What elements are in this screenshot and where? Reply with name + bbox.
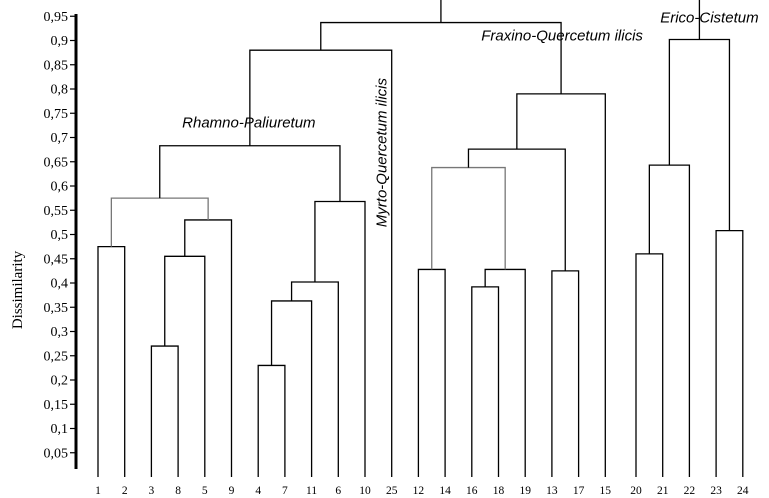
y-tick-label: 0,1 (51, 422, 69, 437)
leaf-label-9: 9 (229, 485, 235, 497)
leaf-label-23: 23 (710, 485, 722, 497)
y-tick-label: 0,55 (44, 204, 69, 219)
annotation-myrto-quercetum-ilicis: Myrto-Quercetum ilicis (374, 78, 391, 228)
leaf-label-19: 19 (519, 485, 531, 497)
leaf-label-10: 10 (359, 485, 371, 497)
y-tick-label: 0,45 (44, 252, 69, 267)
y-tick-label: 0,05 (44, 446, 69, 461)
dendrogram-link-m7 (270, 300, 313, 477)
dendrogram-link-m13 (471, 286, 500, 477)
leaf-label-22: 22 (684, 485, 696, 497)
leaf-label-5: 5 (202, 485, 208, 497)
dendrogram-link-m1 (97, 245, 126, 477)
leaf-label-7: 7 (282, 485, 288, 497)
dendrogram-link-m8 (290, 281, 339, 477)
dendrogram-link-m21 (648, 164, 691, 477)
leaf-label-8: 8 (175, 485, 181, 497)
leaf-label-12: 12 (413, 485, 425, 497)
dendrogram-link-m24 (440, 0, 701, 40)
leaf-label-2: 2 (122, 485, 128, 497)
y-tick-label: 0,95 (44, 10, 69, 25)
annotation-fraxino-quercetum-ilicis: Fraxino-Quercetum ilicis (481, 27, 643, 44)
y-tick-label: 0,2 (51, 374, 69, 389)
leaf-label-11: 11 (306, 485, 317, 497)
leaf-label-1: 1 (95, 485, 101, 497)
leaf-label-14: 14 (439, 485, 451, 497)
y-tick-label: 0,35 (44, 301, 69, 316)
dendrogram-link-m22 (715, 229, 744, 477)
dendrogram-link-m6 (257, 364, 286, 477)
y-tick-label: 0,85 (44, 58, 69, 73)
y-axis: 0,05 0,1 0,15 0,2 0,25 0,3 0,35 0,4 0,45 0,5 0,55 0… (44, 10, 78, 469)
leaf-label-18: 18 (493, 485, 505, 497)
dendrogram-link-m9 (314, 200, 366, 477)
y-tick-label: 0,75 (44, 107, 69, 122)
dendrogram-link-m20 (635, 253, 664, 477)
y-tick-label: 0,25 (44, 349, 69, 364)
leaf-label-21: 21 (657, 485, 669, 497)
y-tick-label: 0,9 (51, 34, 69, 49)
dendrogram-link-m16 (551, 270, 580, 477)
y-tick-label: 0,7 (51, 131, 69, 146)
dendrogram-link-m2 (150, 345, 179, 477)
leaf-labels: 1 2 3 8 5 9 4 7 11 6 10 25 12 14 16 18 19 13 17 15 20 21 22 23 2… (95, 485, 749, 497)
y-tick-label: 0,65 (44, 155, 69, 170)
leaf-label-16: 16 (466, 485, 478, 497)
leaf-label-6: 6 (335, 485, 341, 497)
leaf-label-13: 13 (546, 485, 558, 497)
y-tick-label: 0,15 (44, 398, 69, 413)
leaf-label-20: 20 (630, 485, 642, 497)
dendrogram-link-m18 (516, 93, 606, 477)
dendrogram-links (97, 0, 744, 477)
leaf-label-15: 15 (600, 485, 612, 497)
y-tick-label: 0,6 (51, 180, 69, 195)
dendrogram-link-m14 (484, 268, 526, 477)
y-tick-label: 0,4 (51, 277, 69, 292)
y-tick-label: 0,3 (51, 325, 69, 340)
leaf-label-17: 17 (573, 485, 585, 497)
cluster-annotations: Rhamno-Paliuretum Myrto-Quercetum ilicis F… (182, 9, 758, 227)
dendrogram-link-m5 (110, 197, 209, 247)
dendrogram-link-m15 (431, 166, 506, 270)
y-tick-label: 0,5 (51, 228, 69, 243)
dendrogram-link-m3 (164, 255, 206, 477)
dendrogram-link-m23 (668, 38, 731, 231)
dendrogram-link-m12 (417, 268, 446, 477)
y-axis-label: Dissimilarity (10, 250, 26, 329)
leaf-label-3: 3 (149, 485, 155, 497)
leaf-label-25: 25 (386, 485, 398, 497)
leaf-label-24: 24 (737, 485, 749, 497)
leaf-label-4: 4 (255, 485, 261, 497)
annotation-rhamno-paliuretum: Rhamno-Paliuretum (182, 115, 315, 132)
annotation-erico-cistetum: Erico-Cistetum (660, 9, 758, 26)
dendrogram-link-m4 (184, 219, 233, 477)
dendrogram-link-m10 (159, 145, 341, 202)
y-tick-label: 0,8 (51, 83, 69, 98)
